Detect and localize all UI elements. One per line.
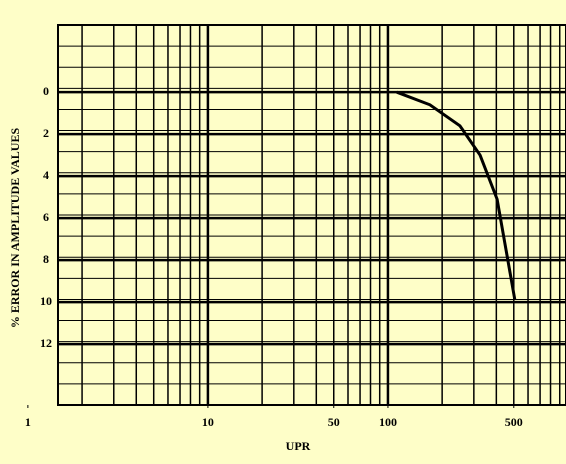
line	[396, 90, 517, 301]
y-tick-label: 6	[43, 210, 49, 224]
y-tick-label: 0	[43, 84, 49, 98]
y-axis-label: % ERROR IN AMPLITUDE VALUES	[8, 128, 22, 329]
x-tick-label: 100	[379, 415, 397, 429]
y-tick-label: 2	[43, 126, 49, 140]
x-tick-label: 500	[505, 415, 523, 429]
y-tick-label: 8	[43, 252, 49, 266]
plot-frame	[57, 24, 566, 406]
x-tick-label: 1	[25, 415, 31, 429]
x-tick-label: 10	[202, 415, 214, 429]
y-tick-label: 4	[43, 168, 49, 182]
x-tick-label: 50	[328, 415, 340, 429]
x-axis-label: UPR	[286, 439, 311, 453]
y-tick-label: 10	[40, 294, 52, 308]
y-tick-label: 12	[40, 336, 52, 350]
